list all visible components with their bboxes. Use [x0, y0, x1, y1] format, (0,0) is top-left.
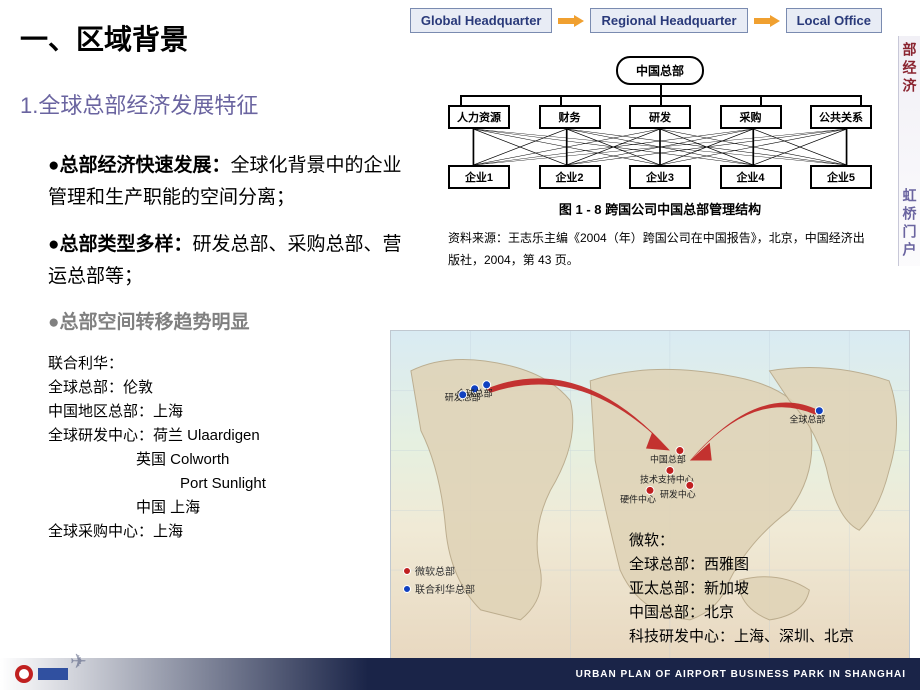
ex-right-line: 亚太总部：新加坡: [629, 577, 889, 601]
legend-dot: [403, 567, 411, 575]
svg-text:全球总部: 全球总部: [789, 414, 825, 425]
ex-left-title: 联合利华：: [48, 352, 418, 376]
ex-left-line: 全球采购中心：上海: [48, 520, 418, 544]
footer-logo-icon: [12, 662, 72, 686]
svg-text:硬件中心: 硬件中心: [620, 493, 656, 504]
org-mid-node: 人力资源: [448, 105, 510, 129]
ex-left-line: Port Sunlight: [48, 472, 418, 496]
org-bot-node: 企业1: [448, 165, 510, 189]
svg-text:研发中心: 研发中心: [660, 488, 696, 499]
bullet-2: ●总部类型多样：研发总部、采购总部、营运总部等；: [48, 229, 418, 294]
arrow-icon: [558, 15, 584, 27]
hq-regional: Regional Headquarter: [590, 8, 747, 33]
org-bot-node: 企业5: [810, 165, 872, 189]
ex-right-line: 全球总部：西雅图: [629, 553, 889, 577]
arrow-icon: [754, 15, 780, 27]
map-legend: 微软总部 联合利华总部: [403, 563, 475, 599]
ex-left-line: 中国地区总部：上海: [48, 400, 418, 424]
legend-label: 联合利华总部: [415, 581, 475, 596]
svg-text:技术支持中心: 技术支持中心: [640, 473, 694, 484]
footer-text: URBAN PLAN OF AIRPORT BUSINESS PARK IN S…: [576, 669, 906, 680]
ex-left-line: 英国 Colworth: [48, 448, 418, 472]
ex-left-line: 全球研发中心：荷兰 Ulaardigen: [48, 424, 418, 448]
svg-text:中国总部: 中国总部: [650, 453, 686, 464]
org-mid-node: 财务: [539, 105, 601, 129]
org-source: 资料来源：王志乐主编《2004（年）跨国公司在中国报告》，北京，中国经济出版社，…: [440, 228, 880, 271]
ex-left-line: 全球总部：伦敦: [48, 376, 418, 400]
org-net-icon: [448, 129, 872, 165]
org-bot-node: 企业4: [720, 165, 782, 189]
vband-top: 部经济: [900, 42, 920, 96]
ex-right-line: 中国总部：北京: [629, 601, 889, 625]
section-title: 一、区域背景: [20, 18, 188, 58]
org-chart: 中国总部 人力资源 财务 研发 采购 公共关系 企业1: [440, 56, 880, 271]
org-bot-node: 企业2: [539, 165, 601, 189]
ex-right-title: 微软：: [629, 529, 889, 553]
bullet-2-lead: ●总部类型多样：: [48, 234, 192, 255]
ex-right-line: 科技研发中心：上海、深圳、北京: [629, 625, 889, 649]
example-unilever: 联合利华： 全球总部：伦敦 中国地区总部：上海 全球研发中心：荷兰 Ulaard…: [48, 352, 418, 544]
bullet-1: ●总部经济快速发展：全球化背景中的企业管理和生产职能的空间分离；: [48, 150, 418, 215]
legend-label: 微软总部: [415, 563, 455, 578]
subsection-title: 1.全球总部经济发展特征: [20, 88, 258, 120]
ex-left-line: 中国 上海: [48, 496, 418, 520]
legend-dot: [403, 585, 411, 593]
hq-global: Global Headquarter: [410, 8, 553, 33]
plane-icon: ✈: [70, 649, 87, 674]
org-mid-node: 研发: [629, 105, 691, 129]
org-top-node: 中国总部: [616, 56, 704, 85]
footer: ✈ URBAN PLAN OF AIRPORT BUSINESS PARK IN…: [0, 658, 920, 690]
org-caption: 图 1 - 8 跨国公司中国总部管理结构: [440, 199, 880, 218]
left-column: ●总部经济快速发展：全球化背景中的企业管理和生产职能的空间分离； ●总部类型多样…: [48, 150, 418, 544]
bullet-3: ●总部空间转移趋势明显: [48, 307, 418, 334]
org-mid-node: 公共关系: [810, 105, 872, 129]
org-mid-node: 采购: [720, 105, 782, 129]
org-bot-node: 企业3: [629, 165, 691, 189]
vertical-side-label: 部经济 虹桥门户: [898, 36, 920, 266]
hq-local: Local Office: [786, 8, 882, 33]
vband-bottom: 虹桥门户: [900, 188, 920, 260]
header-chain: Global Headquarter Regional Headquarter …: [410, 8, 882, 33]
bullet-1-lead: ●总部经济快速发展：: [48, 155, 230, 176]
example-microsoft: 微软： 全球总部：西雅图 亚太总部：新加坡 中国总部：北京 科技研发中心：上海、…: [629, 529, 889, 649]
world-map: 研发总部全球总部中国总部技术支持中心硬件中心研发中心全球总部 微软总部 联合利华…: [390, 330, 910, 660]
